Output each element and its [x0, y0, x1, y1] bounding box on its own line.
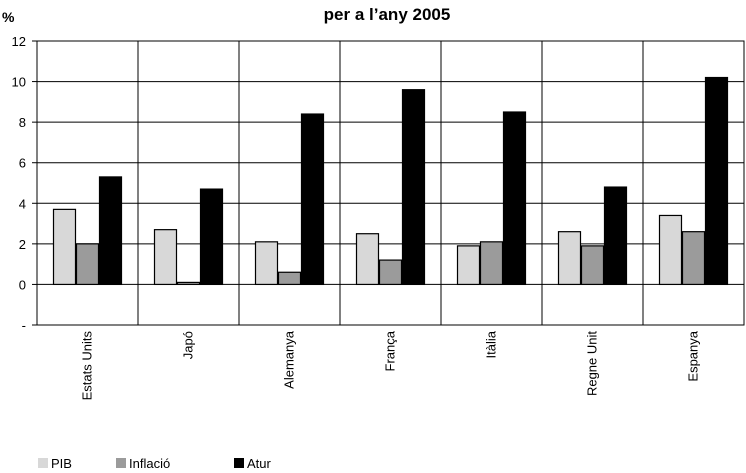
chart-title: per a l’any 2005	[324, 5, 451, 24]
bar-atur	[401, 89, 426, 286]
bar-inflaci	[277, 271, 302, 286]
bar-pib	[52, 208, 77, 286]
bar-pib	[153, 229, 178, 286]
y-axis-unit: %	[2, 9, 15, 25]
legend-swatch	[38, 458, 48, 468]
bar-pib	[557, 231, 582, 286]
category-label: Japó	[181, 331, 196, 359]
bar-pib	[355, 233, 380, 286]
bar-inflaci	[176, 281, 201, 286]
plot-area: 12 10 8 6 4 2 0 - Estats Units Japó Alemanya França…	[12, 34, 745, 401]
legend-swatch	[116, 458, 126, 468]
bar-atur	[199, 188, 224, 286]
y-tick-label: 8	[19, 115, 26, 130]
bar-atur	[502, 111, 527, 286]
y-tick-label: 2	[19, 237, 26, 252]
plot-frame	[36, 40, 745, 326]
legend-label: Inflació	[129, 456, 170, 471]
bar-inflaci	[479, 241, 504, 286]
bar-atur	[603, 186, 628, 286]
bar-inflaci	[681, 231, 706, 286]
y-tick-label: 10	[12, 75, 26, 90]
category-label: França	[383, 330, 398, 371]
category-label: Regne Unit	[585, 331, 600, 396]
bar-pib	[456, 245, 481, 286]
bar-atur	[704, 76, 729, 286]
bar-atur	[98, 176, 123, 286]
category-label: Estats Units	[80, 331, 95, 401]
bar-inflaci	[75, 243, 100, 286]
y-tick-label: -	[22, 318, 26, 333]
y-tick-label: 4	[19, 196, 26, 211]
y-tick-label: 6	[19, 156, 26, 171]
category-label: Alemanya	[282, 330, 297, 389]
bar-pib	[254, 241, 279, 286]
bar-inflaci	[580, 245, 605, 286]
bar-inflaci	[378, 259, 403, 286]
legend-label: PIB	[51, 456, 72, 471]
bar-atur	[300, 113, 325, 286]
y-tick-label: 12	[12, 34, 26, 49]
y-tick-label: 0	[19, 277, 26, 292]
legend-swatch	[234, 458, 244, 468]
legend-label: Atur	[247, 456, 272, 471]
bar-pib	[658, 214, 683, 286]
category-label: Itàlia	[484, 330, 499, 358]
category-label: Espanya	[686, 330, 701, 381]
legend: PIB Inflació Atur	[38, 456, 272, 471]
